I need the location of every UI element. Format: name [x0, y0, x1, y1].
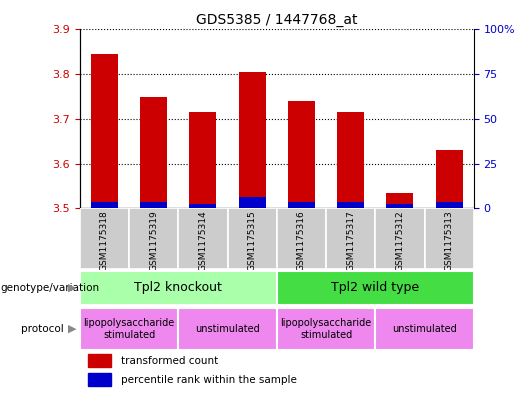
Text: GSM1175315: GSM1175315 — [248, 210, 256, 271]
Bar — [436, 202, 462, 208]
Text: ▶: ▶ — [67, 324, 76, 334]
Bar — [129, 208, 178, 269]
Text: Tpl2 knockout: Tpl2 knockout — [134, 281, 222, 294]
Bar — [277, 271, 474, 305]
Bar — [386, 193, 414, 208]
Bar — [91, 54, 118, 208]
Text: GSM1175312: GSM1175312 — [396, 210, 404, 271]
Bar — [288, 202, 315, 208]
Bar — [436, 150, 462, 208]
Bar — [140, 202, 167, 208]
Bar — [91, 202, 118, 208]
Bar — [424, 208, 474, 269]
Bar — [88, 373, 111, 386]
Bar — [190, 204, 216, 208]
Bar — [337, 112, 364, 208]
Bar — [80, 309, 178, 350]
Text: lipopolysaccharide
stimulated: lipopolysaccharide stimulated — [281, 318, 372, 340]
Text: transformed count: transformed count — [121, 356, 218, 366]
Text: GSM1175313: GSM1175313 — [444, 210, 454, 271]
Text: protocol: protocol — [21, 324, 63, 334]
Title: GDS5385 / 1447768_at: GDS5385 / 1447768_at — [196, 13, 357, 27]
Bar — [337, 202, 364, 208]
Bar — [288, 101, 315, 208]
Text: GSM1175316: GSM1175316 — [297, 210, 306, 271]
Text: GSM1175319: GSM1175319 — [149, 210, 158, 271]
Text: unstimulated: unstimulated — [195, 324, 260, 334]
Bar — [178, 309, 277, 350]
Text: genotype/variation: genotype/variation — [1, 283, 99, 293]
Bar — [375, 309, 474, 350]
Bar — [277, 309, 375, 350]
Bar — [190, 112, 216, 208]
Bar — [80, 271, 277, 305]
Text: unstimulated: unstimulated — [392, 324, 457, 334]
Text: ▶: ▶ — [67, 283, 76, 293]
Bar — [228, 208, 277, 269]
Bar — [88, 354, 111, 367]
Bar — [80, 208, 129, 269]
Text: GSM1175318: GSM1175318 — [100, 210, 109, 271]
Text: percentile rank within the sample: percentile rank within the sample — [121, 375, 297, 385]
Bar — [140, 97, 167, 208]
Bar — [375, 208, 424, 269]
Bar — [326, 208, 375, 269]
Text: Tpl2 wild type: Tpl2 wild type — [331, 281, 419, 294]
Text: GSM1175317: GSM1175317 — [346, 210, 355, 271]
Bar — [238, 197, 266, 208]
Bar — [178, 208, 228, 269]
Bar — [277, 208, 326, 269]
Text: lipopolysaccharide
stimulated: lipopolysaccharide stimulated — [83, 318, 175, 340]
Bar — [238, 72, 266, 208]
Bar — [386, 204, 414, 208]
Text: GSM1175314: GSM1175314 — [198, 210, 208, 271]
